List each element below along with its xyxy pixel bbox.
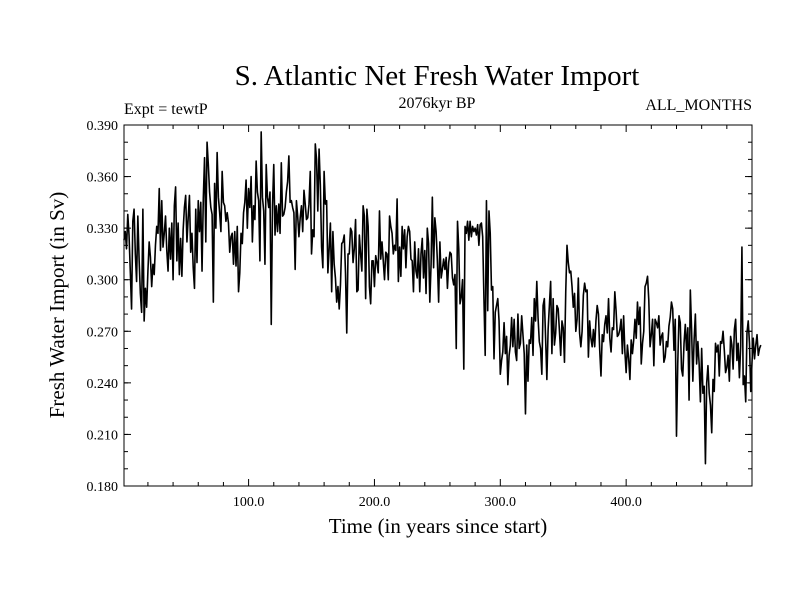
y-tick-label: 0.390 bbox=[87, 119, 119, 134]
x-tick-label: 300.0 bbox=[485, 495, 517, 510]
series-line-0 bbox=[123, 131, 762, 465]
chart-subtitle: 2076kyr BP bbox=[399, 95, 476, 112]
x-axis-ticks: 100.0 200.0 300.0 400.0 bbox=[147, 125, 728, 510]
x-axis-label: Time (in years since start) bbox=[329, 514, 548, 538]
y-tick-label: 0.210 bbox=[87, 428, 119, 443]
y-axis-label: Fresh Water Import (in Sv) bbox=[45, 192, 69, 419]
y-axis-ticks: 0.180 0.210 0.240 0.270 0.300 0.330 0.360 0.390 bbox=[87, 119, 752, 495]
series-layer bbox=[123, 131, 762, 465]
x-tick-label: 200.0 bbox=[359, 495, 391, 510]
months-label: ALL_MONTHS bbox=[645, 97, 752, 114]
y-tick-label: 0.270 bbox=[87, 325, 119, 340]
y-tick-label: 0.330 bbox=[87, 222, 119, 237]
y-tick-label: 0.300 bbox=[87, 274, 119, 289]
x-tick-label: 100.0 bbox=[233, 495, 265, 510]
x-tick-label: 400.0 bbox=[610, 495, 642, 510]
y-tick-label: 0.360 bbox=[87, 171, 119, 186]
chart-title: S. Atlantic Net Fresh Water Import bbox=[235, 60, 640, 92]
plot-frame bbox=[123, 124, 753, 487]
experiment-label: Expt = tewtP bbox=[124, 101, 208, 118]
y-tick-label: 0.180 bbox=[87, 480, 119, 495]
y-tick-label: 0.240 bbox=[87, 377, 119, 392]
